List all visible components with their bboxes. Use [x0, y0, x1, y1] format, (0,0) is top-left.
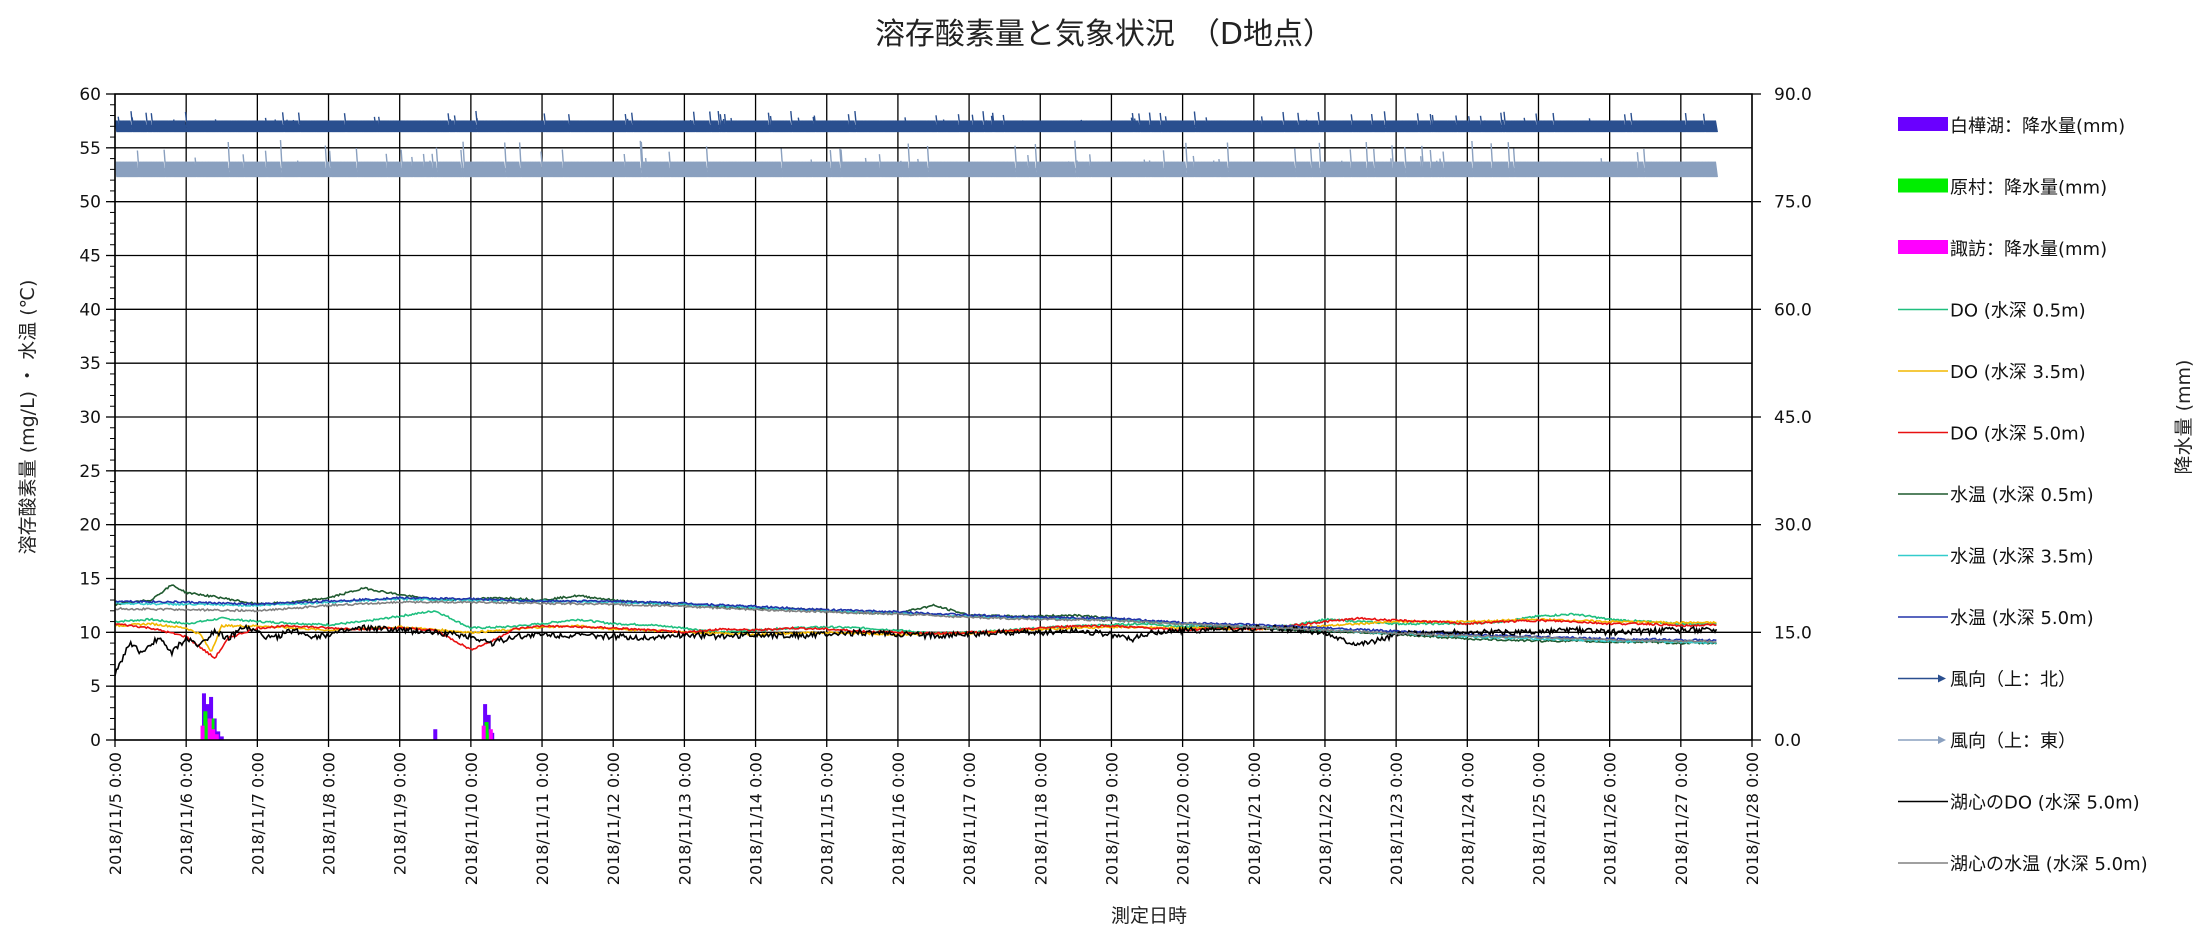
x-tick-label: 2018/11/20 0:00 — [1174, 752, 1193, 885]
x-tick-label: 2018/11/17 0:00 — [960, 752, 979, 885]
x-tick-label: 2018/11/28 0:00 — [1743, 752, 1762, 885]
precip-bar — [219, 736, 224, 740]
precip-bar — [200, 725, 205, 740]
precip-bar — [203, 711, 208, 740]
x-tick-label: 2018/11/10 0:00 — [462, 752, 481, 885]
x-tick-label: 2018/11/27 0:00 — [1672, 752, 1691, 885]
y-tick-label: 60 — [79, 85, 101, 105]
legend-label: 湖心の水温 (水深 5.0m) — [1950, 854, 2148, 875]
y2-tick-label: 75.0 — [1774, 193, 1812, 213]
y-tick-label: 40 — [79, 300, 101, 320]
legend-label: DO (水深 5.0m) — [1950, 424, 2086, 445]
x-tick-label: 2018/11/16 0:00 — [889, 752, 908, 885]
legend-label: 白樺湖：降水量(mm) — [1950, 116, 2125, 137]
legend-label: 風向（上：東） — [1950, 731, 2076, 752]
precipitation-bars — [200, 693, 495, 740]
legend-swatch — [1898, 240, 1948, 254]
precip-bar — [207, 718, 212, 740]
x-tick-label: 2018/11/15 0:00 — [818, 752, 837, 885]
legend-label: DO (水深 3.5m) — [1950, 362, 2086, 383]
x-tick-label: 2018/11/5 0:00 — [106, 752, 125, 875]
x-tick-label: 2018/11/21 0:00 — [1245, 752, 1264, 885]
x-tick-label: 2018/11/11 0:00 — [533, 752, 552, 885]
legend-label: 風向（上：北） — [1950, 670, 2076, 691]
y-tick-label: 35 — [79, 354, 101, 374]
x-axis-ticks: 2018/11/5 0:00 2018/11/6 0:00 2018/11/7 0:… — [106, 740, 1762, 885]
legend: 白樺湖：降水量(mm) 原村：降水量(mm) 諏訪：降水量(mm) DO (水深 0.… — [1898, 116, 2148, 875]
y-tick-label: 55 — [79, 139, 101, 159]
x-tick-label: 2018/11/6 0:00 — [177, 752, 196, 875]
precip-bar — [484, 722, 489, 740]
precip-bar — [211, 729, 216, 740]
x-axis-label: 測定日時 — [1111, 905, 1187, 927]
series-line-6 — [115, 584, 1717, 645]
legend-arrow — [1938, 736, 1946, 744]
legend-label: 諏訪：降水量(mm) — [1950, 239, 2107, 260]
y-tick-label: 30 — [79, 408, 101, 428]
y2-tick-label: 15.0 — [1774, 623, 1812, 643]
y-axis-ticks: 0 5 10 15 20 25 30 35 40 45 50 55 60 — [79, 85, 115, 751]
legend-swatch — [1898, 117, 1948, 131]
legend-label: 水温 (水深 5.0m) — [1950, 608, 2094, 629]
x-tick-label: 2018/11/18 0:00 — [1031, 752, 1050, 885]
x-tick-label: 2018/11/9 0:00 — [391, 752, 410, 875]
x-tick-label: 2018/11/8 0:00 — [320, 752, 339, 875]
y2-tick-label: 60.0 — [1774, 300, 1812, 320]
y2-axis-label: 降水量 (mm) — [2173, 360, 2195, 475]
legend-swatch — [1898, 178, 1948, 193]
x-tick-label: 2018/11/24 0:00 — [1458, 752, 1477, 885]
y-axis-label: 溶存酸素量 (mg/L) ・ 水温 (℃) — [17, 280, 39, 555]
x-tick-label: 2018/11/19 0:00 — [1102, 752, 1121, 885]
legend-label: 水温 (水深 3.5m) — [1950, 547, 2094, 568]
precip-bar — [433, 729, 438, 740]
y-tick-label: 45 — [79, 247, 101, 267]
precip-bar — [481, 725, 486, 740]
y-tick-label: 0 — [90, 731, 101, 751]
legend-label: 湖心のDO (水深 5.0m) — [1950, 793, 2140, 814]
legend-label: 原村：降水量(mm) — [1950, 178, 2107, 199]
series-line-11 — [114, 623, 1718, 676]
x-tick-label: 2018/11/22 0:00 — [1316, 752, 1335, 885]
series-line-12 — [114, 600, 1717, 644]
x-tick-label: 2018/11/25 0:00 — [1529, 752, 1548, 885]
y-tick-label: 25 — [79, 462, 101, 482]
x-tick-label: 2018/11/13 0:00 — [675, 752, 694, 885]
y-tick-label: 10 — [79, 623, 101, 643]
precip-bar — [488, 729, 493, 740]
y-tick-label: 15 — [79, 570, 101, 590]
y2-axis-ticks: 0.0 15.0 30.0 45.0 60.0 75.0 90.0 — [1752, 85, 1812, 751]
x-tick-label: 2018/11/26 0:00 — [1601, 752, 1620, 885]
x-tick-label: 2018/11/7 0:00 — [248, 752, 267, 875]
y2-tick-label: 0.0 — [1774, 731, 1801, 751]
legend-label: 水温 (水深 0.5m) — [1950, 485, 2094, 506]
y-tick-label: 20 — [79, 516, 101, 536]
precip-bar — [214, 734, 219, 740]
chart-title: 溶存酸素量と気象状況 （D地点） — [875, 17, 1333, 52]
precip-bar — [486, 714, 491, 740]
series-lines — [114, 584, 1718, 676]
y2-tick-label: 30.0 — [1774, 516, 1812, 536]
x-tick-label: 2018/11/14 0:00 — [747, 752, 766, 885]
y-tick-label: 50 — [79, 193, 101, 213]
y2-tick-label: 90.0 — [1774, 85, 1812, 105]
x-tick-label: 2018/11/12 0:00 — [604, 752, 623, 885]
y2-tick-label: 45.0 — [1774, 408, 1812, 428]
y-tick-label: 5 — [90, 677, 101, 697]
legend-arrow — [1938, 674, 1946, 683]
x-tick-label: 2018/11/23 0:00 — [1387, 752, 1406, 885]
wind-bands — [114, 110, 1718, 178]
legend-label: DO (水深 0.5m) — [1950, 301, 2086, 322]
